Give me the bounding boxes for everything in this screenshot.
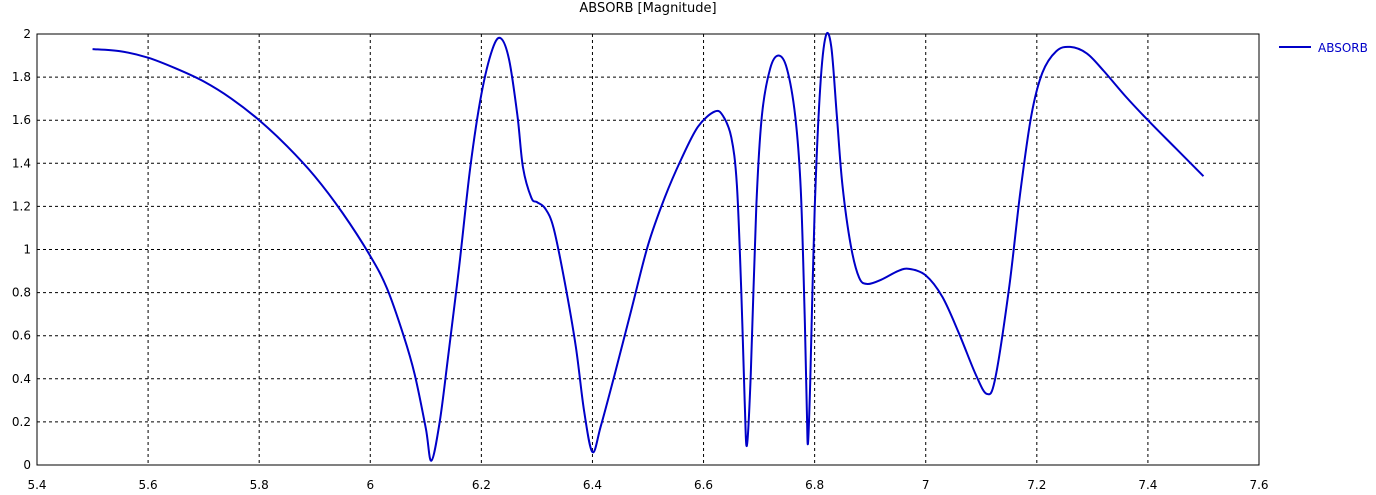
y-tick-label: 2 (23, 27, 31, 41)
y-tick-label: 1.4 (12, 156, 31, 170)
y-tick-label: 0 (23, 458, 31, 472)
y-tick-label: 1.8 (12, 70, 31, 84)
y-tick-label: 0.8 (12, 286, 31, 300)
tick-labels: 5.4 5.6 5.8 6 6.2 6.4 6.6 6.8 7 7.2 7.4 7.6 0 0.2 0.4 0… (12, 27, 1269, 492)
x-tick-label: 6.2 (472, 478, 491, 492)
x-tick-label: 6.8 (805, 478, 824, 492)
series-line-absorb (92, 32, 1205, 462)
x-tick-label: 7 (922, 478, 930, 492)
x-tick-label: 5.8 (250, 478, 269, 492)
x-tick-label: 5.4 (27, 478, 46, 492)
y-tick-label: 0.2 (12, 415, 31, 429)
y-tick-label: 0.4 (12, 372, 31, 386)
series-layer (92, 32, 1205, 462)
x-tick-label: 6.4 (583, 478, 602, 492)
x-tick-label: 6 (366, 478, 374, 492)
x-tick-label: 6.6 (694, 478, 713, 492)
x-tick-label: 7.2 (1027, 478, 1046, 492)
y-tick-label: 1 (23, 243, 31, 257)
x-tick-label: 5.6 (139, 478, 158, 492)
y-tick-label: 1.6 (12, 113, 31, 127)
legend: ABSORB (1279, 41, 1368, 55)
x-tick-label: 7.6 (1249, 478, 1268, 492)
y-tick-label: 0.6 (12, 329, 31, 343)
plot-frame (36, 33, 1260, 466)
chart-title: ABSORB [Magnitude] (579, 1, 717, 16)
y-tick-label: 1.2 (12, 199, 31, 213)
x-tick-label: 7.4 (1138, 478, 1157, 492)
legend-label-absorb: ABSORB (1318, 41, 1368, 55)
